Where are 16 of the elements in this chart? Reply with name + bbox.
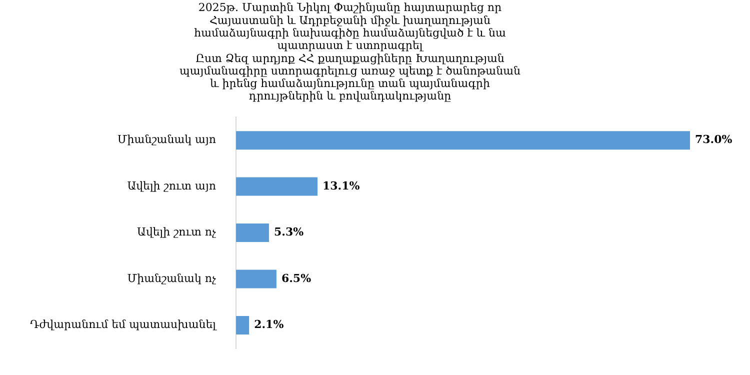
data-label: 73.0%	[695, 133, 733, 146]
y-tick-label: Ավելի շուտ ոչ	[137, 226, 217, 239]
bar	[236, 131, 690, 150]
y-tick-label: Դժվարանում եմ պատասխանել	[30, 318, 218, 332]
chart-title: 2025թ. Մարտին Նիկոլ Փաշինյանը հայտարարեց որ Հայաստանի և Ադրբեջանի միջև խաղաղության համաձայնագրի նախագիծը համաձայնեցված է և նա պատրաստ է ստորագրել Ըստ Ձեզ արդյոք ՀՀ քաղաքացիները Խաղաղության պայմանագիրը ստորագրելուց առաջ պետք է ծանոթանան և իրենց համաձայնությունը տան պայմանագրի դրույթներին և բովանդակությանը	[179, 1, 521, 103]
y-tick-label: Միանշանակ այո	[117, 133, 216, 146]
y-tick-label: Ավելի շուտ այո	[127, 179, 216, 192]
data-label: 5.3%	[274, 226, 304, 239]
data-label: 6.5%	[281, 272, 312, 285]
bar	[236, 224, 269, 242]
y-tick-label: Միանշանակ ոչ	[127, 272, 217, 285]
data-label: 2.1%	[254, 318, 284, 332]
bar	[236, 316, 250, 335]
bar	[236, 270, 276, 288]
data-label: 13.1%	[322, 179, 360, 192]
bar	[236, 177, 318, 196]
